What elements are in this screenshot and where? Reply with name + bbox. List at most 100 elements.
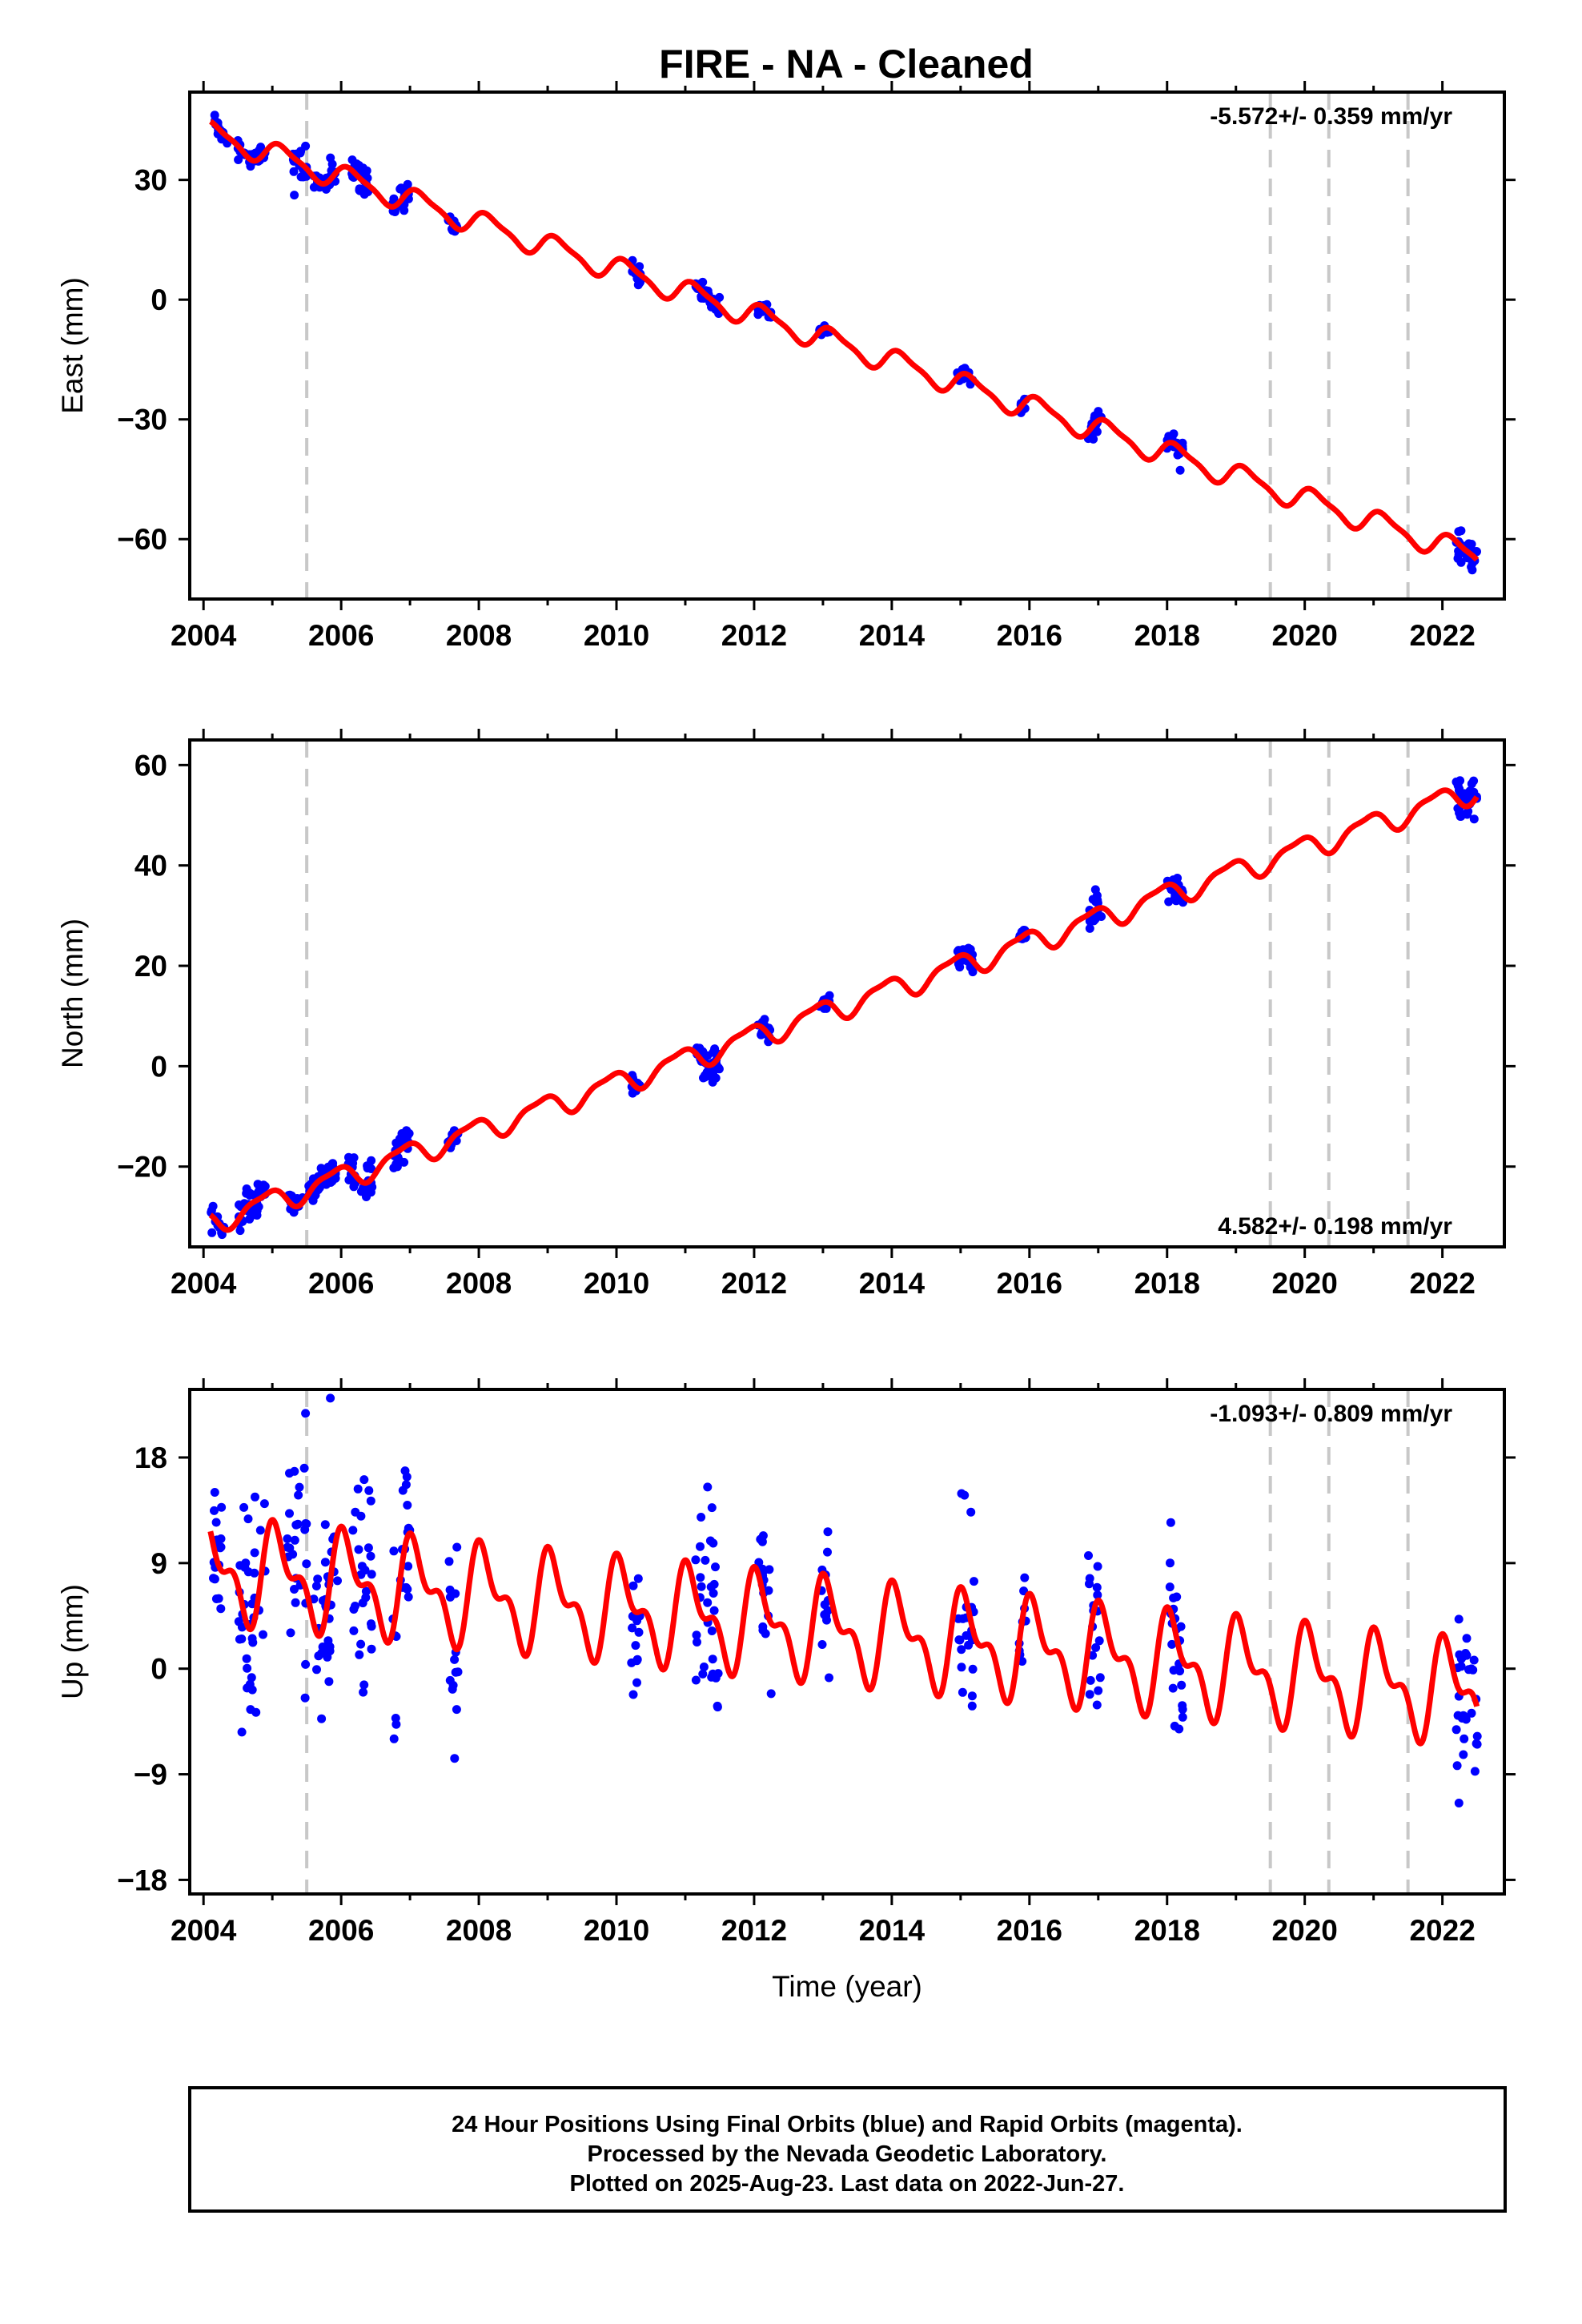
panel-1-data-point <box>1456 557 1466 567</box>
panels: 2004 2006 2008 2010 2012 2014 2016 2018 2020 2022… <box>56 81 1516 2003</box>
panel-1-model-fit-line <box>208 119 1480 562</box>
panel-2-data-point <box>344 1152 353 1162</box>
panel-3-data-point <box>302 1559 311 1569</box>
panel-3-data-point <box>703 1598 713 1607</box>
panel-2-data-point <box>708 1077 717 1087</box>
footer-line-1: 24 Hour Positions Using Final Orbits (bl… <box>452 2112 1243 2137</box>
panel-3-data-point <box>255 1526 265 1535</box>
panel-2-y-tick-label: 40 <box>135 850 167 883</box>
footer-frame <box>188 2086 1507 2213</box>
panel-1-x-tick-label: 2004 <box>171 619 237 652</box>
panel-2-data-point <box>695 1043 705 1053</box>
panel-3-data-point <box>400 1466 410 1476</box>
panel-2-data-point <box>1456 812 1465 821</box>
panel-2-data-point <box>308 1196 318 1205</box>
panel-3-data-point <box>313 1574 323 1584</box>
panel-3-data-point <box>693 1638 701 1647</box>
panel-3-data-point <box>1454 1614 1464 1624</box>
panel-1: 2004 2006 2008 2010 2012 2014 2016 2018 2020 2022… <box>56 81 1516 652</box>
panel-3-data-point <box>216 1542 226 1552</box>
panel-2-x-tick-label: 2020 <box>1272 1267 1338 1300</box>
panel-2-model-fit-line <box>208 787 1480 1233</box>
panel-3-data-point <box>451 1589 460 1598</box>
panel-3-data-point <box>1094 1636 1104 1646</box>
panel-1-data-point <box>299 172 308 182</box>
panel-3-data-point <box>628 1690 638 1699</box>
panel-3-data-point <box>359 1680 369 1690</box>
panel-3-data-point <box>349 1626 359 1635</box>
panel-3-x-tick-label: 2018 <box>1134 1914 1200 1947</box>
panel-2-data-point <box>395 1134 404 1144</box>
panel-3-data-point <box>451 1667 460 1677</box>
panel-3-data-point <box>348 1526 358 1535</box>
panel-3-data-point <box>237 1727 247 1737</box>
panel-3-data-point <box>367 1570 376 1579</box>
panel-2-y-tick-label: −20 <box>117 1151 167 1184</box>
panel-3-data-point <box>311 1582 321 1590</box>
panel-3-data-point <box>216 1534 226 1543</box>
footer-line-2: Processed by the Nevada Geodetic Laborat… <box>588 2141 1107 2167</box>
panel-2-x-tick-label: 2010 <box>584 1267 649 1300</box>
panel-3-data-point <box>701 1555 710 1565</box>
panel-3-data-point <box>1165 1582 1174 1592</box>
panel-3-data-point <box>1169 1666 1178 1675</box>
panel-3-data-point <box>325 1647 335 1656</box>
panel-3-data-point <box>823 1547 832 1557</box>
panel-3-data-point <box>290 1535 299 1545</box>
panel-3-data-point <box>295 1482 304 1492</box>
panel-3-data-point <box>703 1482 713 1492</box>
panel-2-data-point <box>1090 885 1100 895</box>
panel-3-data-point <box>242 1654 251 1663</box>
panel-3-data-point <box>1093 1590 1102 1600</box>
panel-2-x-tick-label: 2014 <box>859 1267 926 1300</box>
panel-3-data-point <box>355 1650 364 1659</box>
panel-3-data-point <box>1093 1562 1102 1571</box>
panel-3-data-point <box>1167 1639 1177 1649</box>
panel-2-rate-annotation: 4.582+/- 0.198 mm/yr <box>1218 1213 1452 1240</box>
panel-2-data-point <box>955 963 965 972</box>
panel-3-data-point <box>1085 1579 1094 1589</box>
panel-3-data-point <box>210 1506 219 1515</box>
panel-1-data-point <box>326 153 335 163</box>
panel-3-data-point <box>691 1675 701 1685</box>
panel-3-data-point <box>1091 1642 1101 1652</box>
footer-line-3: Plotted on 2025-Aug-23. Last data on 202… <box>570 2171 1125 2197</box>
panel-3-data-point <box>356 1570 366 1579</box>
panel-3-data-point <box>632 1678 641 1687</box>
panel-3-data-point <box>1166 1558 1174 1568</box>
panel-3-data-point <box>214 1594 223 1603</box>
panel-3-data-point <box>299 1463 309 1473</box>
panel-2-data-point <box>254 1202 263 1212</box>
panel-3-data-point <box>1461 1649 1470 1658</box>
panel-3-data-point <box>1452 1761 1462 1771</box>
panel-3-data-point <box>283 1534 292 1543</box>
panel-2-data-point <box>367 1182 377 1192</box>
panel-3-data-point <box>301 1519 311 1528</box>
panel-3-data-point <box>243 1514 253 1524</box>
panel-3-data-point <box>364 1486 374 1495</box>
panel-3-data-point <box>1472 1731 1482 1741</box>
panel-2-data-point <box>1469 814 1479 824</box>
figure-title: FIRE - NA - Cleaned <box>659 42 1034 86</box>
panel-2-data-point <box>362 1192 371 1201</box>
panel-3-data-point <box>699 1663 709 1671</box>
panel-3-y-tick-label: −18 <box>117 1864 167 1896</box>
panel-2-data-point <box>389 1163 399 1172</box>
panel-3-data-point <box>312 1665 321 1675</box>
panel-2-data-point <box>954 946 963 955</box>
panel-3-data-point <box>1169 1593 1178 1602</box>
panel-3-data-point <box>349 1605 359 1614</box>
panel-3-data-point <box>210 1488 219 1497</box>
panel-3-data-point <box>357 1562 367 1571</box>
panel-3-data-point <box>1094 1686 1103 1695</box>
panel-1-data-point <box>1175 465 1185 475</box>
panel-3: 2004 2006 2008 2010 2012 2014 2016 2018 2020 2022… <box>56 1378 1516 2003</box>
panel-3-data-point <box>691 1555 701 1565</box>
panel-3-data-point <box>758 1531 768 1541</box>
panel-2-data-point <box>363 1164 372 1173</box>
panel-3-data-point <box>713 1701 722 1711</box>
panel-3-data-point <box>251 1492 259 1502</box>
panel-3-data-point <box>317 1714 327 1723</box>
panel-2-data-point <box>254 1187 263 1196</box>
panel-3-data-point <box>1092 1582 1102 1592</box>
